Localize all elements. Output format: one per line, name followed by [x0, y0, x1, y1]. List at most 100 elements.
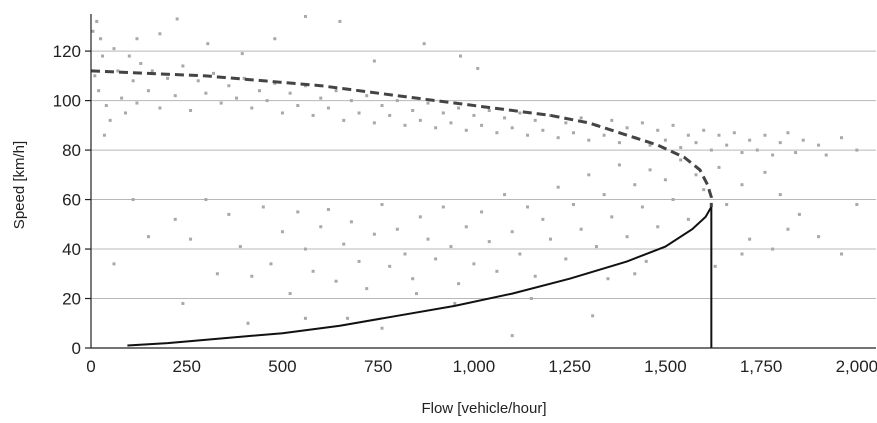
data-point: [625, 235, 629, 239]
data-point: [139, 61, 143, 65]
data-point: [372, 121, 376, 125]
data-point: [464, 128, 468, 132]
data-point: [794, 151, 798, 155]
data-point: [855, 148, 859, 152]
axes: [85, 14, 876, 349]
data-point: [441, 111, 445, 115]
data-point: [840, 136, 844, 140]
data-point: [219, 101, 223, 105]
data-point: [365, 94, 369, 98]
data-point: [518, 111, 522, 115]
x-tick-label: 500: [268, 357, 296, 376]
free-flow-curve: [90, 69, 713, 207]
data-point: [778, 141, 782, 145]
data-point: [181, 64, 185, 68]
data-point: [403, 123, 407, 127]
data-point: [357, 111, 361, 115]
data-point: [102, 133, 106, 137]
data-point: [158, 106, 162, 110]
data-point: [380, 203, 384, 207]
data-point: [212, 71, 216, 75]
data-point: [656, 225, 660, 229]
y-tick-label: 60: [62, 191, 81, 210]
data-point: [610, 118, 614, 122]
data-point: [702, 188, 706, 192]
y-tick-labels: 0 20 40 60 80 100 120: [53, 42, 81, 358]
data-point: [288, 292, 292, 296]
data-point: [227, 84, 231, 88]
data-point: [441, 205, 445, 209]
data-point: [319, 96, 323, 100]
data-point: [518, 252, 522, 256]
data-point: [671, 123, 675, 127]
data-point: [533, 118, 537, 122]
data-point: [610, 215, 614, 219]
data-point: [591, 314, 595, 318]
data-point: [173, 94, 177, 98]
data-point: [510, 126, 514, 130]
data-point: [250, 106, 254, 110]
data-point: [108, 118, 112, 122]
data-point: [771, 247, 775, 251]
data-point: [206, 42, 210, 46]
data-point: [112, 47, 116, 51]
data-point: [349, 99, 353, 103]
data-point: [480, 123, 484, 127]
data-point: [564, 121, 568, 125]
data-point: [127, 54, 131, 58]
x-axis-title: Flow [vehicle/hour]: [421, 400, 546, 417]
data-point: [801, 138, 805, 142]
data-point: [503, 193, 507, 197]
data-point: [418, 215, 422, 219]
data-point: [388, 264, 392, 268]
data-point: [380, 104, 384, 108]
data-point: [648, 143, 652, 147]
data-point: [93, 74, 97, 78]
data-point: [326, 106, 330, 110]
data-point: [786, 227, 790, 231]
data-point: [150, 69, 154, 73]
data-point: [158, 32, 162, 36]
data-point: [579, 116, 583, 120]
data-point: [763, 133, 767, 137]
data-point: [189, 237, 193, 241]
data-point: [656, 128, 660, 132]
data-point: [434, 257, 438, 261]
data-point: [280, 111, 284, 115]
data-point: [257, 89, 261, 93]
data-point: [303, 14, 307, 18]
data-point: [426, 101, 430, 105]
data-point: [91, 29, 95, 33]
data-point: [587, 173, 591, 177]
data-point: [740, 151, 744, 155]
data-point: [648, 168, 652, 172]
x-tick-label: 1,000: [453, 357, 496, 376]
data-point: [395, 99, 399, 103]
data-point: [663, 178, 667, 182]
data-point: [135, 101, 139, 105]
data-point: [334, 279, 338, 283]
data-point: [495, 131, 499, 135]
data-point: [526, 133, 530, 137]
data-point: [403, 252, 407, 256]
data-point: [840, 252, 844, 256]
data-point: [476, 66, 480, 70]
data-point: [663, 138, 667, 142]
data-point: [181, 301, 185, 305]
data-point: [175, 17, 179, 21]
data-point: [240, 52, 244, 56]
data-point: [303, 316, 307, 320]
data-point: [606, 277, 610, 281]
data-point: [644, 259, 648, 263]
data-point: [556, 185, 560, 189]
x-tick-label: 1,250: [548, 357, 591, 376]
y-tick-label: 100: [53, 92, 81, 111]
data-point: [495, 269, 499, 273]
data-point: [679, 146, 683, 150]
data-point: [365, 287, 369, 291]
y-tick-label: 0: [72, 339, 81, 358]
data-point: [587, 138, 591, 142]
data-point: [625, 126, 629, 130]
data-point: [265, 99, 269, 103]
data-point: [694, 141, 698, 145]
